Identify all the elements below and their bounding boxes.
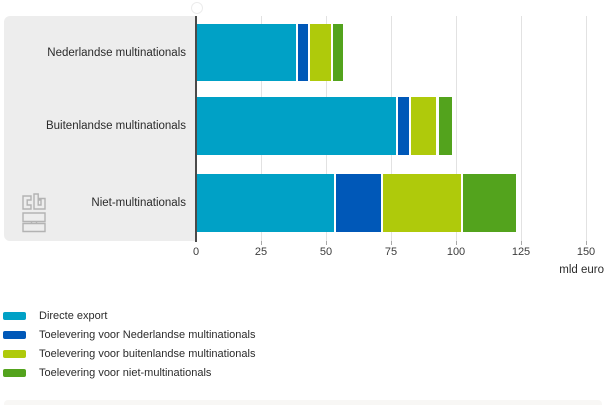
tick-label-50: 50	[319, 246, 333, 258]
legend-swatch-icon	[3, 349, 26, 358]
bar-segment-row0-series3[interactable]	[331, 24, 343, 81]
tick-label-125: 125	[511, 246, 531, 258]
partial-element-below	[4, 400, 602, 405]
gridline-150	[586, 16, 587, 241]
legend-label: Directe export	[39, 309, 108, 322]
tickmark-75	[391, 241, 392, 245]
legend-label: Toelevering voor niet-multinationals	[39, 366, 212, 379]
bar-segment-row0-series0[interactable]	[196, 24, 297, 81]
category-label-0: Nederlandse multinationals	[47, 46, 186, 59]
category-label-1: Buitenlandse multinationals	[45, 120, 186, 132]
bar-segment-row2-series3[interactable]	[461, 174, 516, 232]
bar-segment-row2-series0[interactable]	[196, 174, 334, 232]
cbs-logo-icon	[22, 193, 46, 233]
legend-item-3[interactable]: Toelevering voor niet-multinationals	[3, 363, 403, 382]
gridline-125	[521, 16, 522, 241]
tick-label-25: 25	[254, 246, 268, 258]
category-label-2: Niet-multinationals	[91, 197, 186, 209]
category-panel	[4, 16, 196, 241]
bar-segment-row1-series2[interactable]	[409, 97, 437, 155]
axis-unit-label: mld euro	[559, 264, 604, 276]
bar-segment-row0-series2[interactable]	[307, 24, 332, 81]
tickmark-50	[326, 241, 327, 245]
tick-label-150: 150	[576, 246, 596, 258]
tick-label-75: 75	[384, 246, 398, 258]
legend-swatch-icon	[3, 330, 26, 339]
tickmark-25	[261, 241, 262, 245]
bar-segment-row0-series1[interactable]	[296, 24, 308, 81]
bar-segment-row1-series0[interactable]	[196, 97, 397, 155]
legend-swatch-icon	[3, 368, 26, 377]
legend-item-0[interactable]: Directe export	[3, 306, 403, 325]
bar-segment-row2-series2[interactable]	[380, 174, 462, 232]
gridline-100	[456, 16, 457, 241]
bar-segment-row2-series1[interactable]	[333, 174, 381, 232]
legend-item-1[interactable]: Toelevering voor Nederlandse multination…	[3, 325, 403, 344]
legend-label: Toelevering voor buitenlandse multinatio…	[39, 347, 256, 360]
tickmark-125	[521, 241, 522, 245]
tick-label-0: 0	[192, 246, 200, 258]
tickmark-100	[456, 241, 457, 245]
tickmark-150	[586, 241, 587, 245]
legend: Directe export Toelevering voor Nederland…	[3, 306, 403, 382]
bar-segment-row1-series1[interactable]	[396, 97, 410, 155]
legend-item-2[interactable]: Toelevering voor buitenlandse multinatio…	[3, 344, 403, 363]
artifact-dot	[191, 2, 203, 14]
bar-segment-row1-series3[interactable]	[436, 97, 453, 155]
tick-label-100: 100	[446, 246, 466, 258]
y-axis-line	[195, 16, 197, 242]
legend-swatch-icon	[3, 311, 26, 320]
legend-label: Toelevering voor Nederlandse multination…	[39, 328, 256, 341]
